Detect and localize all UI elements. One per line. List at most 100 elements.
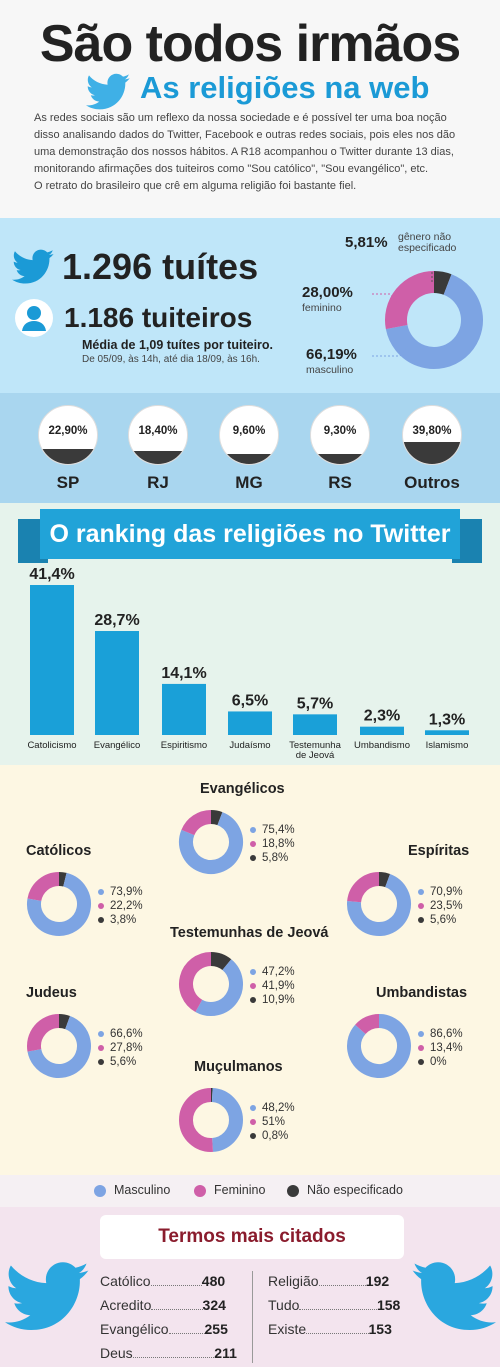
term-row: Católico 480 xyxy=(100,1273,225,1289)
stats-section: 1.296 tuítes 1.186 tuiteiros Média de 1,… xyxy=(0,218,500,393)
religion-gender-pct: 5,6% xyxy=(430,914,457,926)
intro-line: uma demonstração dos nossos hábitos. A R… xyxy=(34,146,454,158)
legend-item-masculino: Masculino xyxy=(94,1183,170,1197)
religion-legend-row: 13,4% xyxy=(418,1041,463,1055)
bar-testemunha-de-jeová xyxy=(293,714,337,735)
religion-donut-chart xyxy=(27,872,91,936)
legend-dot xyxy=(98,902,104,909)
legend-item-feminino: Feminino xyxy=(194,1183,265,1197)
donut-slice-female xyxy=(347,872,380,903)
religion-legend-row: 22,2% xyxy=(98,899,143,913)
state-name: Outros xyxy=(404,473,460,492)
religion-gender-pct: 73,9% xyxy=(110,886,143,898)
term-word: Religião xyxy=(268,1273,319,1289)
term-row: Tudo 158 xyxy=(268,1297,400,1313)
donut-slice-unspecified xyxy=(58,872,67,887)
male-label: masculino xyxy=(306,364,354,376)
religion-gender-pct: 5,6% xyxy=(110,1056,137,1068)
bar-evangélico xyxy=(95,631,139,735)
legend-dot xyxy=(98,916,104,923)
state-pct: 9,60% xyxy=(232,425,266,437)
donut-slice-female xyxy=(179,1088,213,1152)
religion-gender-pct: 75,4% xyxy=(262,824,295,836)
religion-title: Evangélicos xyxy=(200,781,285,797)
bar-category-label: Judaísmo xyxy=(229,740,270,751)
header-section: São todos irmãos As religiões na web As … xyxy=(0,0,500,218)
legend-dot xyxy=(250,854,256,861)
intro-text: As redes sociais são um reflexo da nossa… xyxy=(34,110,474,195)
legend-item-nao-especificado: Não especificado xyxy=(287,1183,403,1197)
religion-legend-row: 10,9% xyxy=(250,993,295,1007)
religion-donut-chart xyxy=(347,1014,411,1078)
donut-slice-female xyxy=(179,952,212,1012)
bar-value-label: 41,4% xyxy=(29,566,74,583)
legend-dot xyxy=(250,840,256,847)
donut-slice-female xyxy=(27,1014,60,1052)
religion-title: Espíritas xyxy=(408,843,470,859)
religion-legend-row: 47,2% xyxy=(250,965,295,979)
religion-legend-row: 86,6% xyxy=(418,1027,463,1041)
religion-gender-pct: 3,8% xyxy=(110,914,137,926)
state-gauge: 22,90% xyxy=(38,405,98,465)
religion-legend-row: 18,8% xyxy=(250,837,295,851)
state-sp: 22,90% SP xyxy=(38,405,98,493)
legend-dot xyxy=(98,1030,104,1037)
term-row: Acredito 324 xyxy=(100,1297,226,1313)
term-count: 324 xyxy=(202,1297,226,1313)
bar-category-label: Testemunha xyxy=(289,740,341,751)
legend-dot xyxy=(250,1118,256,1125)
legend-dot xyxy=(418,1058,424,1065)
donut-slice-unspecified xyxy=(210,810,223,826)
religion-donut-chart xyxy=(179,1088,243,1152)
state-pct: 18,40% xyxy=(138,425,178,437)
religion-legend-row: 73,9% xyxy=(98,885,143,899)
intro-line: As redes sociais são um reflexo da nossa… xyxy=(34,112,447,124)
religion-gender-pct: 13,4% xyxy=(430,1042,463,1054)
donut-slice-male xyxy=(211,1088,243,1152)
religion-legend: 86,6% 13,4% 0% xyxy=(418,1027,463,1069)
term-count: 480 xyxy=(201,1273,226,1289)
religion-legend-row: 66,6% xyxy=(98,1027,143,1041)
legend-dot xyxy=(98,1058,104,1065)
state-gauge: 9,60% xyxy=(219,405,279,465)
unspecified-label: gênero não especificado xyxy=(398,232,456,254)
religion-gender-section: Evangélicos 75,4% 18,8% 5,8% Católicos 73,9% 2… xyxy=(0,765,500,1175)
state-gauge-fill xyxy=(39,448,97,464)
donut-slice-unspecified xyxy=(58,1014,71,1030)
term-row: Evangélico 255 xyxy=(100,1321,228,1337)
religion-title: Muçulmanos xyxy=(194,1059,283,1075)
religion-legend: 75,4% 18,8% 5,8% xyxy=(250,823,295,865)
religion-gender-pct: 0% xyxy=(430,1056,447,1068)
state-mg: 9,60% MG xyxy=(219,405,279,493)
term-dots xyxy=(299,1309,377,1310)
term-word: Evangélico xyxy=(100,1321,169,1337)
legend-dot xyxy=(287,1184,299,1197)
legend-label: Feminino xyxy=(214,1183,266,1197)
donut-slice-female xyxy=(181,810,212,836)
donut-slice-female xyxy=(27,872,60,902)
religion-legend-row: 5,6% xyxy=(98,1055,143,1069)
term-dots xyxy=(150,1285,202,1286)
legend-label: Não especificado xyxy=(307,1183,403,1197)
religion-donut-chart xyxy=(27,1014,91,1078)
religion-legend-row: 3,8% xyxy=(98,913,143,927)
twitter-bird-icon xyxy=(5,1262,89,1331)
tweet-count: 1.296 tuítes xyxy=(62,246,259,287)
religion-legend: 48,2% 51% 0,8% xyxy=(250,1101,295,1143)
donut-slice-female xyxy=(385,271,435,330)
religion-donut-chart xyxy=(179,952,243,1016)
donut-slice-unspecified xyxy=(433,271,452,295)
state-name: MG xyxy=(235,473,263,492)
term-row: Religião 192 xyxy=(268,1273,389,1289)
donut-slice-male xyxy=(27,872,91,936)
term-dots xyxy=(132,1357,215,1358)
religion-gender-pct: 27,8% xyxy=(110,1042,143,1054)
state-gauge-fill xyxy=(129,450,187,464)
religion-gender-pct: 5,8% xyxy=(262,852,289,864)
terms-divider xyxy=(252,1271,253,1363)
donut-slice-unspecified xyxy=(210,952,232,971)
bar-category-label: Umbandismo xyxy=(354,740,410,751)
religion-gender-pct: 66,6% xyxy=(110,1028,143,1040)
term-word: Deus xyxy=(100,1345,133,1361)
legend-dot xyxy=(250,1104,256,1111)
